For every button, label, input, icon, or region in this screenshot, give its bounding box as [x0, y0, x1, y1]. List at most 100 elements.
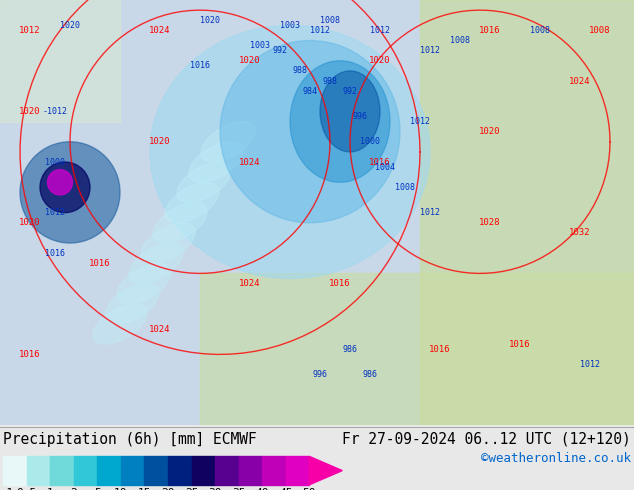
- Text: 1020: 1020: [19, 107, 41, 116]
- Text: 1020: 1020: [369, 56, 391, 65]
- Text: 45: 45: [279, 488, 292, 490]
- Bar: [168, 456, 191, 485]
- Text: 1016: 1016: [19, 350, 41, 359]
- Ellipse shape: [129, 243, 183, 283]
- Text: 1020: 1020: [19, 218, 41, 227]
- Text: 1016: 1016: [329, 279, 351, 288]
- Ellipse shape: [48, 170, 72, 195]
- Ellipse shape: [105, 284, 159, 324]
- Text: 1004: 1004: [375, 163, 395, 172]
- Bar: [0, 0, 120, 122]
- Text: 988: 988: [323, 76, 337, 86]
- Text: 25: 25: [184, 488, 198, 490]
- Bar: [262, 456, 286, 485]
- Text: 5: 5: [94, 488, 101, 490]
- Polygon shape: [309, 456, 342, 485]
- Text: 1000: 1000: [360, 137, 380, 147]
- Text: 1020: 1020: [200, 16, 220, 25]
- Text: 1008: 1008: [589, 26, 611, 35]
- Ellipse shape: [290, 61, 390, 182]
- Text: ©weatheronline.co.uk: ©weatheronline.co.uk: [481, 452, 631, 466]
- Text: 1008: 1008: [450, 36, 470, 45]
- Text: 1012: 1012: [420, 208, 440, 217]
- Text: 992: 992: [342, 87, 358, 96]
- Text: 1008: 1008: [395, 183, 415, 192]
- Text: 10: 10: [114, 488, 127, 490]
- Bar: [98, 456, 121, 485]
- Bar: [286, 456, 309, 485]
- Text: Fr 27-09-2024 06..12 UTC (12+120): Fr 27-09-2024 06..12 UTC (12+120): [342, 432, 631, 447]
- Ellipse shape: [40, 162, 90, 213]
- Bar: [121, 456, 145, 485]
- Text: 1012: 1012: [410, 117, 430, 126]
- Ellipse shape: [177, 162, 231, 202]
- Text: 50: 50: [302, 488, 316, 490]
- Text: 986: 986: [363, 370, 377, 379]
- Text: 1024: 1024: [149, 324, 171, 334]
- Ellipse shape: [220, 41, 400, 223]
- Text: 1024: 1024: [149, 26, 171, 35]
- Text: 1016: 1016: [45, 248, 65, 258]
- Text: 15: 15: [138, 488, 152, 490]
- Text: 35: 35: [232, 488, 245, 490]
- Text: 1016: 1016: [89, 259, 111, 268]
- Ellipse shape: [165, 182, 219, 222]
- Text: 1003: 1003: [250, 41, 270, 50]
- Ellipse shape: [117, 264, 171, 304]
- Text: 1012: 1012: [580, 360, 600, 369]
- Text: 1008: 1008: [320, 16, 340, 25]
- Text: 1016: 1016: [429, 345, 451, 354]
- Text: 1016: 1016: [509, 340, 531, 349]
- Text: 1012: 1012: [420, 46, 440, 55]
- Text: 1012: 1012: [19, 26, 41, 35]
- Text: 1012: 1012: [45, 208, 65, 217]
- Text: 984: 984: [302, 87, 318, 96]
- Text: 1020: 1020: [60, 21, 80, 30]
- Text: 2: 2: [70, 488, 77, 490]
- Ellipse shape: [93, 304, 147, 344]
- Text: 1032: 1032: [569, 228, 591, 238]
- Text: 996: 996: [313, 370, 328, 379]
- Text: 992: 992: [273, 46, 287, 55]
- Text: 1008: 1008: [530, 26, 550, 35]
- Ellipse shape: [320, 71, 380, 152]
- Text: 0.5: 0.5: [16, 488, 37, 490]
- Bar: [50, 456, 74, 485]
- Bar: [238, 456, 262, 485]
- Text: 1016: 1016: [190, 61, 210, 71]
- Bar: [3, 456, 27, 485]
- Bar: [420, 0, 634, 425]
- Text: 1024: 1024: [569, 76, 591, 86]
- Text: 30: 30: [209, 488, 222, 490]
- Ellipse shape: [201, 122, 255, 162]
- Ellipse shape: [141, 223, 195, 263]
- Text: 20: 20: [161, 488, 175, 490]
- Text: 986: 986: [342, 345, 358, 354]
- Bar: [200, 273, 634, 425]
- Bar: [191, 456, 215, 485]
- Text: 1016: 1016: [369, 157, 391, 167]
- Text: 1: 1: [47, 488, 54, 490]
- Text: 1003: 1003: [280, 21, 300, 30]
- Text: 1024: 1024: [239, 279, 261, 288]
- Bar: [215, 456, 238, 485]
- Text: 1020: 1020: [239, 56, 261, 65]
- Ellipse shape: [189, 142, 243, 182]
- Bar: [145, 456, 168, 485]
- Text: 988: 988: [292, 66, 307, 75]
- Text: 40: 40: [256, 488, 269, 490]
- Text: 1028: 1028: [479, 218, 501, 227]
- Text: 1012: 1012: [370, 26, 390, 35]
- Text: 1012: 1012: [310, 26, 330, 35]
- Text: 0.1: 0.1: [0, 488, 13, 490]
- Ellipse shape: [153, 203, 207, 243]
- Text: 1024: 1024: [239, 157, 261, 167]
- Bar: [74, 456, 98, 485]
- Text: 1020: 1020: [479, 127, 501, 136]
- Text: 1000: 1000: [45, 157, 65, 167]
- Ellipse shape: [150, 25, 430, 278]
- Text: Precipitation (6h) [mm] ECMWF: Precipitation (6h) [mm] ECMWF: [3, 432, 257, 447]
- Ellipse shape: [20, 142, 120, 243]
- Text: 1016: 1016: [479, 26, 501, 35]
- Bar: [27, 456, 50, 485]
